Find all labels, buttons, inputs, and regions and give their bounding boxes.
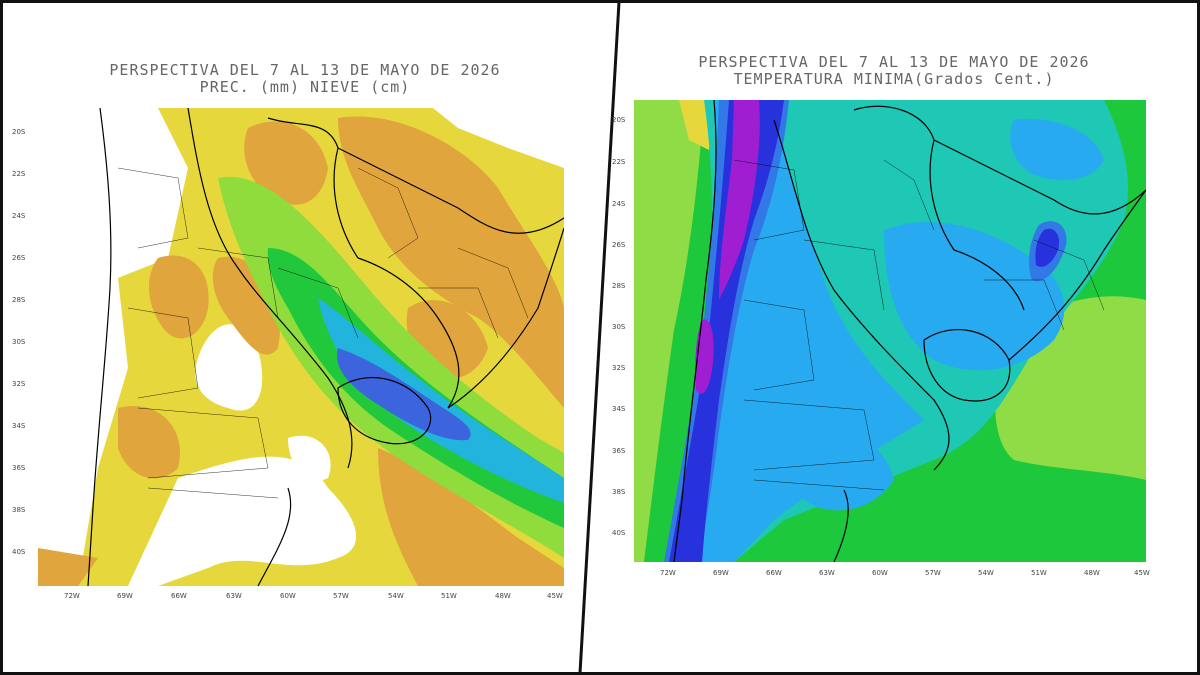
precip-orange-ne: [338, 116, 564, 408]
left-title-line1: PERSPECTIVA DEL 7 AL 13 DE MAYO DE 2026: [109, 61, 501, 79]
left-lat-label: 34S: [12, 422, 26, 430]
left-lat-label: 20S: [12, 128, 26, 136]
left-title: PERSPECTIVA DEL 7 AL 13 DE MAYO DE 2026 …: [40, 62, 570, 96]
right-lat-label: 24S: [612, 200, 626, 208]
precip-white-north: [433, 108, 564, 168]
left-lon-label: 54W: [388, 592, 404, 600]
left-lat-label: 36S: [12, 464, 26, 472]
right-lon-label: 66W: [766, 569, 782, 577]
left-lon-label: 45W: [547, 592, 563, 600]
precip-white-center: [195, 324, 263, 411]
temp-darkblue: [669, 100, 784, 562]
precip-cyan-band: [318, 298, 564, 503]
precip-white-andes: [38, 108, 188, 586]
precip-orange-north: [244, 121, 328, 205]
right-lat-label: 22S: [612, 158, 626, 166]
precip-orange-sw: [118, 406, 180, 479]
precip-white-south2: [288, 435, 331, 481]
left-lon-label: 69W: [117, 592, 133, 600]
temp-boundaries: [673, 100, 1146, 562]
left-title-line2: PREC. (mm) NIEVE (cm): [199, 78, 411, 96]
precip-orange-west: [148, 255, 209, 339]
left-lon-label: 66W: [171, 592, 187, 600]
right-lon-label: 51W: [1031, 569, 1047, 577]
precip-provinces: [117, 167, 529, 499]
right-lat-label: 30S: [612, 323, 626, 331]
precip-blue-core: [337, 348, 471, 441]
right-lat-label: 40S: [612, 529, 626, 537]
left-lat-label: 38S: [12, 506, 26, 514]
precipitation-map: [38, 108, 564, 586]
right-lon-label: 63W: [819, 569, 835, 577]
left-lat-label: 24S: [12, 212, 26, 220]
right-lon-label: 60W: [872, 569, 888, 577]
right-title: PERSPECTIVA DEL 7 AL 13 DE MAYO DE 2026 …: [634, 54, 1154, 88]
left-lon-label: 48W: [495, 592, 511, 600]
right-lon-label: 69W: [713, 569, 729, 577]
right-lon-label: 54W: [978, 569, 994, 577]
panel-divider: [578, 1, 621, 674]
left-lon-label: 72W: [64, 592, 80, 600]
right-lon-label: 72W: [660, 569, 676, 577]
right-lon-label: 48W: [1084, 569, 1100, 577]
precip-white-south: [128, 456, 357, 586]
precip-orange-south: [378, 448, 564, 586]
temp-cyan-mid: [924, 289, 994, 352]
left-lat-label: 26S: [12, 254, 26, 262]
right-lat-label: 32S: [612, 364, 626, 372]
temp-lightgreen-north: [679, 100, 714, 150]
min-temperature-map: [634, 100, 1146, 562]
temp-purple-north: [719, 100, 760, 300]
right-lat-label: 20S: [612, 116, 626, 124]
right-lon-label: 45W: [1134, 569, 1150, 577]
right-lat-label: 28S: [612, 282, 626, 290]
left-lon-label: 60W: [280, 592, 296, 600]
precip-boundaries: [87, 108, 564, 586]
left-lat-label: 22S: [12, 170, 26, 178]
right-lat-label: 38S: [612, 488, 626, 496]
right-lat-label: 36S: [612, 447, 626, 455]
right-title-line2: TEMPERATURA MINIMA(Grados Cent.): [733, 70, 1055, 88]
left-lat-label: 32S: [12, 380, 26, 388]
right-lat-label: 26S: [612, 241, 626, 249]
right-lat-label: 34S: [612, 405, 626, 413]
temp-cyan-south: [792, 427, 894, 511]
left-lat-label: 40S: [12, 548, 26, 556]
left-lon-label: 51W: [441, 592, 457, 600]
temp-darkblue-ne: [1035, 228, 1060, 267]
right-title-line1: PERSPECTIVA DEL 7 AL 13 DE MAYO DE 2026: [698, 53, 1090, 71]
temp-cyan-ne: [1010, 119, 1104, 180]
left-lat-label: 30S: [12, 338, 26, 346]
temp-provinces: [733, 159, 1105, 491]
precip-orange-corner: [38, 548, 98, 586]
left-lat-label: 28S: [12, 296, 26, 304]
temp-lightgreen-west: [634, 100, 704, 562]
left-lon-label: 63W: [226, 592, 242, 600]
left-lon-label: 57W: [333, 592, 349, 600]
right-lon-label: 57W: [925, 569, 941, 577]
